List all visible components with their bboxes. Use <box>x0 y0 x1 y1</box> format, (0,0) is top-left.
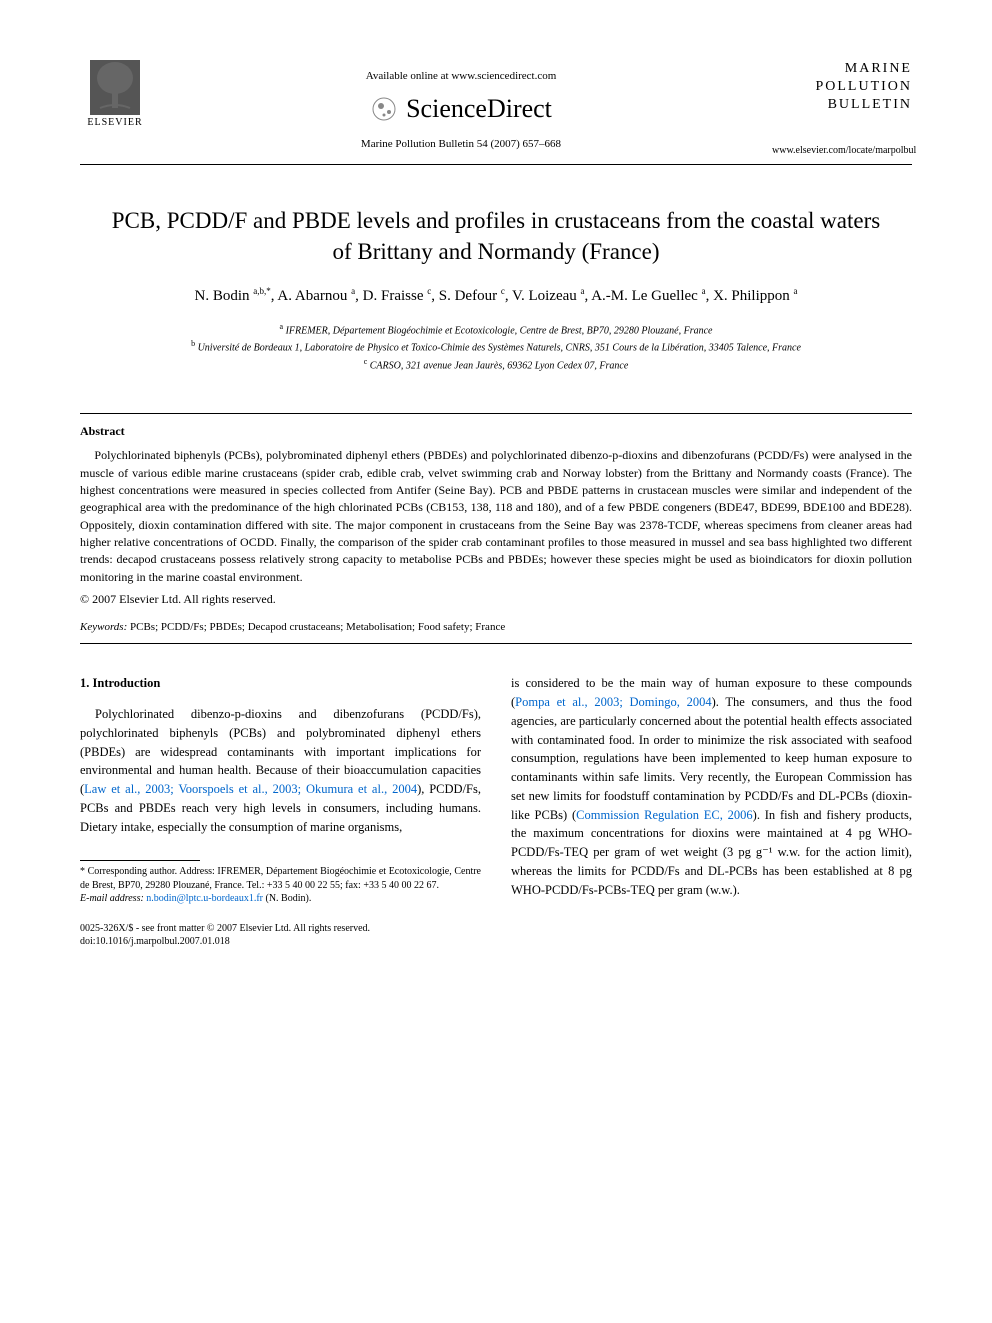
journal-url: www.elsevier.com/locate/marpolbul <box>772 145 912 156</box>
keywords-text: PCBs; PCDD/Fs; PBDEs; Decapod crustacean… <box>130 621 505 633</box>
citation-link[interactable]: Commission Regulation EC, 2006 <box>576 808 753 822</box>
citation-link[interactable]: Pompa et al., 2003; Domingo, 2004 <box>515 695 711 709</box>
center-header: Available online at www.sciencedirect.co… <box>150 60 772 150</box>
keywords-label: Keywords: <box>80 621 127 633</box>
email-link[interactable]: n.bodin@lptc.u-bordeaux1.fr <box>146 893 263 904</box>
sciencedirect-text: ScienceDirect <box>406 94 552 124</box>
affiliation-c: c CARSO, 321 avenue Jean Jaurès, 69362 L… <box>80 356 912 373</box>
column-right: is considered to be the main way of huma… <box>511 674 912 906</box>
abstract-top-rule <box>80 413 912 414</box>
journal-logo: MARINE POLLUTION BULLETIN www.elsevier.c… <box>772 60 912 156</box>
elsevier-tree-icon <box>90 60 140 115</box>
section-heading: 1. Introduction <box>80 674 481 693</box>
footnote-rule <box>80 860 200 861</box>
abstract-bottom-rule <box>80 643 912 644</box>
email-author: (N. Bodin). <box>265 893 311 904</box>
citation-link[interactable]: Law et al., 2003; Voorspoels et al., 200… <box>84 782 417 796</box>
affiliation-b: b Université de Bordeaux 1, Laboratoire … <box>80 338 912 355</box>
journal-title-line3: BULLETIN <box>772 96 912 114</box>
intro-paragraph-left: Polychlorinated dibenzo-p-dioxins and di… <box>80 705 481 836</box>
affiliations: a IFREMER, Département Biogéochimie et E… <box>80 321 912 373</box>
footer-doi: doi:10.1016/j.marpolbul.2007.01.018 <box>80 935 370 948</box>
footer-issn: 0025-326X/$ - see front matter © 2007 El… <box>80 922 370 935</box>
corresponding-author-footnote: * Corresponding author. Address: IFREMER… <box>80 865 481 906</box>
footer: 0025-326X/$ - see front matter © 2007 El… <box>80 922 912 948</box>
header-rule <box>80 164 912 165</box>
journal-reference: Marine Pollution Bulletin 54 (2007) 657–… <box>150 138 772 150</box>
elsevier-logo: ELSEVIER <box>80 60 150 128</box>
available-online-text: Available online at www.sciencedirect.co… <box>150 70 772 82</box>
abstract-heading: Abstract <box>80 424 912 439</box>
corresponding-text: * Corresponding author. Address: IFREMER… <box>80 865 481 892</box>
authors-list: N. Bodin a,b,*, A. Abarnou a, D. Fraisse… <box>80 285 912 308</box>
header-row: ELSEVIER Available online at www.science… <box>80 60 912 156</box>
journal-title-line2: POLLUTION <box>772 78 912 96</box>
body-columns: 1. Introduction Polychlorinated dibenzo-… <box>80 674 912 906</box>
intro-paragraph-right: is considered to be the main way of huma… <box>511 674 912 899</box>
journal-title-line1: MARINE <box>772 60 912 78</box>
affiliation-a: a IFREMER, Département Biogéochimie et E… <box>80 321 912 338</box>
article-title: PCB, PCDD/F and PBDE levels and profiles… <box>100 205 892 267</box>
sciencedirect-icon <box>370 95 398 123</box>
journal-title-box: MARINE POLLUTION BULLETIN <box>772 60 912 115</box>
elsevier-label: ELSEVIER <box>87 117 142 128</box>
footer-left: 0025-326X/$ - see front matter © 2007 El… <box>80 922 370 948</box>
sciencedirect-logo: ScienceDirect <box>150 94 772 124</box>
abstract-copyright: © 2007 Elsevier Ltd. All rights reserved… <box>80 592 912 607</box>
email-label: E-mail address: <box>80 893 144 904</box>
email-line: E-mail address: n.bodin@lptc.u-bordeaux1… <box>80 892 481 906</box>
column-left: 1. Introduction Polychlorinated dibenzo-… <box>80 674 481 906</box>
keywords: Keywords: PCBs; PCDD/Fs; PBDEs; Decapod … <box>80 621 912 633</box>
abstract-text: Polychlorinated biphenyls (PCBs), polybr… <box>80 447 912 586</box>
